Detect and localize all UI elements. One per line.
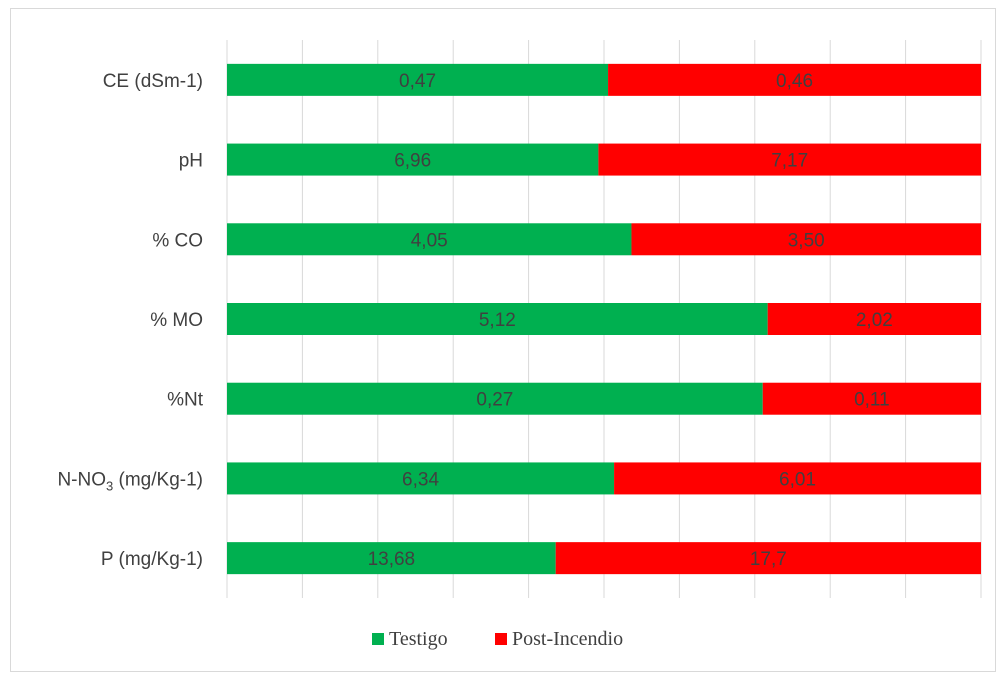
category-label: % MO xyxy=(150,310,203,331)
data-label: 3,50 xyxy=(788,230,825,251)
data-label: 0,46 xyxy=(776,71,813,92)
category-label: pH xyxy=(179,151,203,172)
legend-label-post-incendio: Post-Incendio xyxy=(512,628,623,650)
legend-label-testigo: Testigo xyxy=(389,628,448,650)
category-label: P (mg/Kg-1) xyxy=(101,549,203,570)
data-label: 4,05 xyxy=(411,230,448,251)
legend-swatch-post-incendio xyxy=(495,633,507,645)
data-label: 6,01 xyxy=(779,469,816,490)
data-label: 7,17 xyxy=(771,151,808,172)
category-label: %Nt xyxy=(167,390,204,411)
data-label: 6,96 xyxy=(394,151,431,172)
category-label: % CO xyxy=(152,230,203,251)
data-label: 5,12 xyxy=(479,310,516,331)
data-label: 17,7 xyxy=(750,549,787,570)
category-label: CE (dSm-1) xyxy=(103,71,203,92)
data-label: 0,27 xyxy=(476,390,513,411)
legend-swatch-testigo xyxy=(372,633,384,645)
data-label: 0,47 xyxy=(399,71,436,92)
data-label: 13,68 xyxy=(368,549,416,570)
data-label: 2,02 xyxy=(856,310,893,331)
data-label: 0,11 xyxy=(854,390,890,411)
data-label: 6,34 xyxy=(402,469,439,490)
category-label: N-NO3 (mg/Kg-1) xyxy=(57,469,203,493)
